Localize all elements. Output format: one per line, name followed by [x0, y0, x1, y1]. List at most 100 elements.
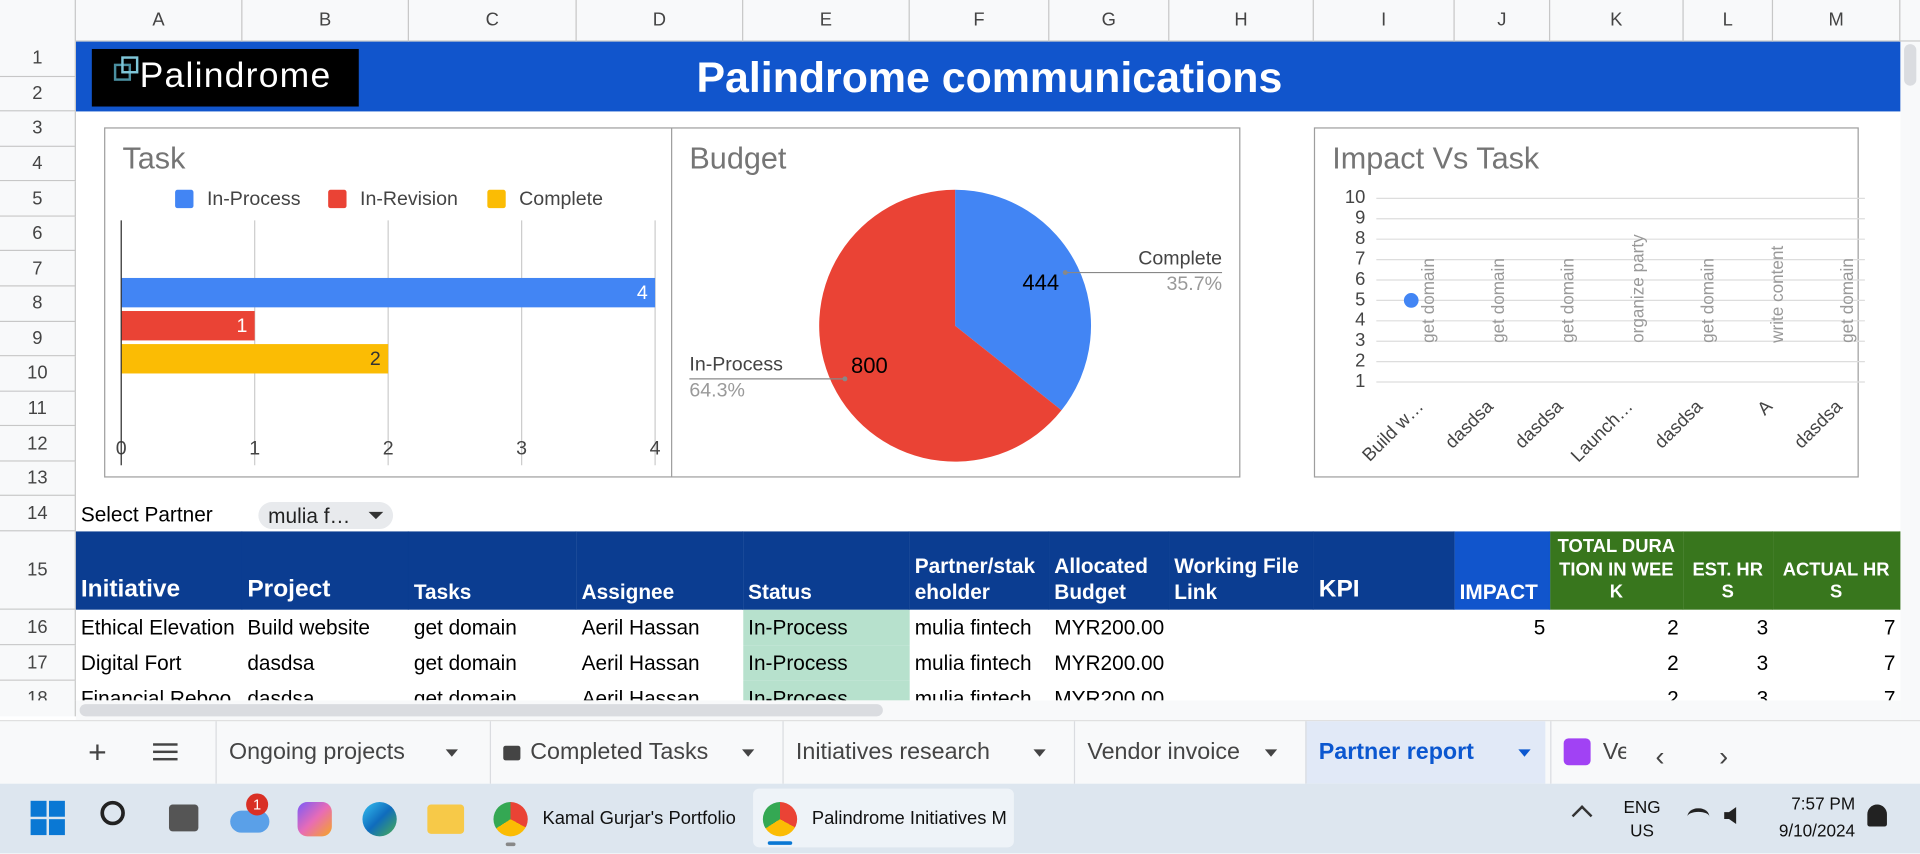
row-header[interactable]: 18 — [0, 680, 76, 701]
row-header[interactable]: 11 — [0, 391, 76, 427]
all-sheets-button[interactable] — [153, 743, 178, 761]
row-header[interactable]: 15 — [0, 531, 76, 610]
filter-dropdown[interactable]: mulia f… — [258, 502, 394, 529]
tab-menu-arrow[interactable] — [1264, 749, 1278, 757]
row-header[interactable]: 6 — [0, 216, 76, 252]
scroll-thumb[interactable] — [1904, 44, 1917, 86]
taskbar-app[interactable]: Kamal Gurjar's Portfolio — [490, 791, 742, 847]
annotation: get domain — [1488, 258, 1508, 343]
row-header[interactable]: 4 — [0, 146, 76, 182]
sheet-tab[interactable]: Vendor invoice — [1073, 721, 1292, 784]
explorer-button[interactable] — [427, 804, 465, 834]
logo-box: Palindrome — [91, 48, 359, 107]
cell: In-Process — [743, 609, 910, 646]
add-sheet-button[interactable]: + — [88, 733, 107, 771]
cell: 3 — [1683, 680, 1774, 701]
column-header[interactable]: G — [1049, 0, 1170, 42]
clock-date[interactable]: 9/10/2024 — [1778, 820, 1856, 841]
column-header[interactable]: J — [1455, 0, 1551, 42]
column-header[interactable]: M — [1773, 0, 1901, 42]
header-cell: Partner/stakeholder — [909, 531, 1050, 610]
row-header[interactable]: 17 — [0, 645, 76, 681]
column-header[interactable]: L — [1684, 0, 1774, 42]
leader-dot — [842, 376, 848, 382]
sheet-tab[interactable]: Initiatives research — [782, 721, 1060, 784]
tab-menu-arrow[interactable] — [445, 749, 458, 757]
row-header[interactable]: 13 — [0, 461, 76, 497]
cell: 2 — [1550, 645, 1684, 681]
scroll-thumb[interactable] — [79, 704, 883, 717]
column-header[interactable]: A — [76, 0, 243, 42]
row-header[interactable]: 12 — [0, 426, 76, 462]
row-header[interactable]: 2 — [0, 76, 76, 112]
row-header[interactable]: 10 — [0, 356, 76, 392]
cell-text: mulia fintech — [914, 650, 1032, 675]
slice-label: In-Process — [689, 354, 783, 376]
cell: 2 — [1550, 680, 1684, 701]
sheet-tab[interactable]: Completed Tasks — [489, 721, 769, 784]
legend-label: Complete — [519, 188, 603, 210]
weather-widget[interactable] — [230, 810, 270, 833]
tab-menu-arrow[interactable] — [1518, 749, 1531, 757]
y-tick-label: 8 — [1355, 227, 1365, 248]
column-header[interactable]: H — [1169, 0, 1314, 42]
taskbar-app-active[interactable]: Palindrome Initiatives M — [753, 788, 1014, 848]
column-header[interactable]: B — [242, 0, 409, 42]
sheet-tab[interactable]: Ve — [1550, 721, 1626, 784]
cell-text: MYR200.00 — [1054, 650, 1165, 675]
volume-icon[interactable] — [1724, 806, 1737, 825]
notifications-bell[interactable] — [1867, 804, 1887, 827]
task-view-button[interactable] — [168, 804, 199, 832]
header-cell: Assignee — [576, 531, 744, 610]
header-text: Project — [247, 575, 331, 603]
sheet-tab[interactable]: Partner report — [1305, 721, 1546, 784]
row-header[interactable]: 3 — [0, 111, 76, 147]
wifi-icon[interactable] — [1687, 808, 1710, 825]
column-header[interactable]: C — [409, 0, 577, 42]
clock-time[interactable]: 7:57 PM — [1791, 793, 1856, 814]
cell: 3 — [1683, 609, 1774, 646]
tray-overflow[interactable] — [1571, 805, 1593, 826]
row-header[interactable]: 8 — [0, 286, 76, 322]
scroll-right-button[interactable]: › — [1719, 740, 1729, 772]
start-button[interactable] — [30, 800, 65, 836]
y-tick-label: 10 — [1345, 186, 1365, 207]
row-header[interactable]: 1 — [0, 41, 76, 77]
tab-label: Partner report — [1318, 739, 1474, 766]
point — [1403, 293, 1419, 308]
scroll-left-button[interactable]: ‹ — [1655, 740, 1665, 772]
header-cell: Project — [242, 531, 409, 610]
language[interactable]: ENG — [1623, 797, 1661, 817]
row-header[interactable]: 7 — [0, 251, 76, 287]
column-header[interactable]: E — [743, 0, 910, 42]
column-header[interactable]: I — [1314, 0, 1455, 42]
sheet-tab[interactable]: Ongoing projects — [215, 721, 473, 784]
tab-menu-arrow[interactable] — [742, 749, 755, 757]
cell — [1313, 680, 1455, 701]
cell — [1313, 609, 1455, 646]
search-button[interactable] — [100, 800, 125, 826]
cell — [1169, 645, 1314, 681]
v-scrollbar[interactable] — [1900, 41, 1920, 721]
chart-title: Task — [122, 142, 186, 176]
row-header[interactable]: 16 — [0, 609, 76, 646]
row-header[interactable]: 5 — [0, 181, 76, 217]
menu-line — [153, 750, 178, 754]
edge-button[interactable] — [362, 802, 397, 837]
column-header[interactable]: K — [1550, 0, 1684, 42]
column-header[interactable]: F — [910, 0, 1050, 42]
column-header[interactable]: D — [577, 0, 744, 42]
dropdown-arrow — [368, 511, 384, 520]
h-scrollbar[interactable] — [75, 700, 1901, 721]
y-tick-label: 1 — [1355, 370, 1365, 391]
running-indicator — [505, 842, 516, 847]
slice-percent: 64.3% — [689, 379, 745, 401]
cell: Ethical Elevation — [75, 609, 243, 646]
y-tick-label: 6 — [1355, 268, 1365, 289]
cell: Build website — [242, 609, 409, 646]
pie-slice — [955, 189, 1092, 411]
row-header[interactable]: 9 — [0, 321, 76, 357]
row-header[interactable]: 14 — [0, 496, 76, 532]
copilot-button[interactable] — [297, 802, 332, 837]
tab-menu-arrow[interactable] — [1033, 749, 1046, 757]
